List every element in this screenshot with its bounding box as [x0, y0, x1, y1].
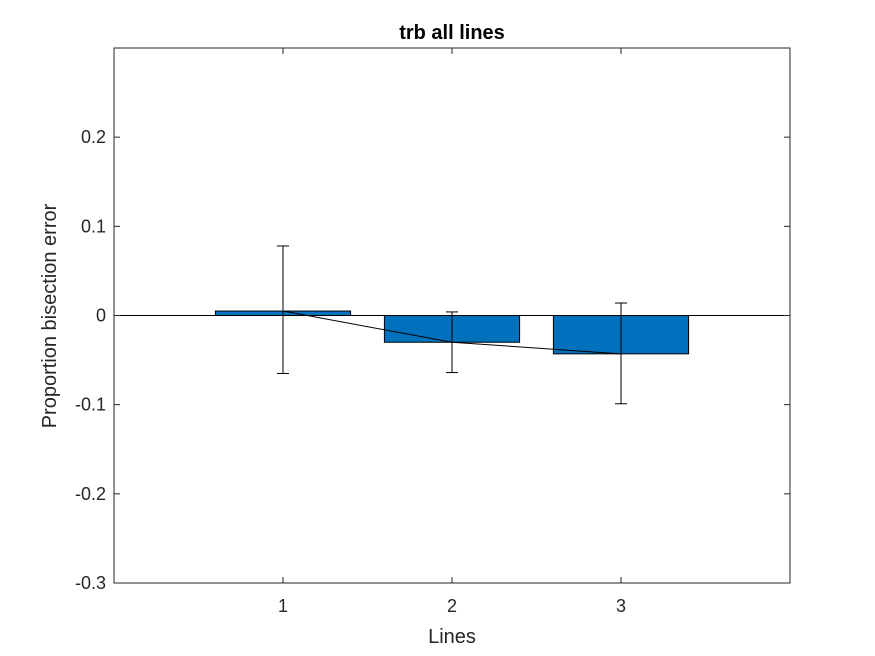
- y-tick-label: 0.1: [81, 216, 106, 236]
- y-tick-label: -0.1: [75, 395, 106, 415]
- x-axis-label: Lines: [428, 626, 476, 648]
- y-tick-label: 0: [96, 306, 106, 326]
- error-bars-group: [277, 245, 627, 405]
- x-tick-label: 3: [616, 596, 626, 616]
- y-tick-label: -0.3: [75, 573, 106, 593]
- x-tick-label: 1: [278, 596, 288, 616]
- y-axis-label: Proportion bisection error: [39, 203, 61, 428]
- y-axis-ticks: -0.3 -0.2 -0.1 0 0.1 0.2: [75, 127, 790, 593]
- chart-title: trb all lines: [399, 22, 505, 44]
- x-tick-label: 2: [447, 596, 457, 616]
- y-tick-label: 0.2: [81, 127, 106, 147]
- x-axis-ticks: 1 2 3: [278, 48, 626, 616]
- y-tick-label: -0.2: [75, 484, 106, 504]
